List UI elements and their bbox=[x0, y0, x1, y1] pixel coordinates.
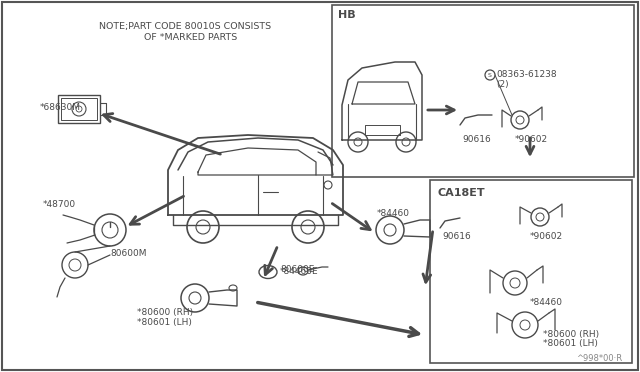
Text: *68630M: *68630M bbox=[40, 103, 81, 112]
Circle shape bbox=[510, 278, 520, 288]
Bar bbox=[332, 5, 634, 177]
Text: HB: HB bbox=[338, 10, 356, 20]
Circle shape bbox=[301, 220, 315, 234]
Text: 80600M: 80600M bbox=[110, 249, 147, 258]
Text: *80600 (RH): *80600 (RH) bbox=[543, 330, 599, 339]
Circle shape bbox=[292, 211, 324, 243]
Circle shape bbox=[354, 138, 362, 146]
Circle shape bbox=[531, 208, 549, 226]
Text: *84460E: *84460E bbox=[280, 267, 319, 276]
Text: *84460: *84460 bbox=[377, 209, 410, 218]
Circle shape bbox=[511, 111, 529, 129]
Bar bbox=[430, 180, 632, 363]
Text: *90602: *90602 bbox=[515, 135, 548, 144]
Text: *80601 (LH): *80601 (LH) bbox=[137, 318, 192, 327]
Circle shape bbox=[196, 220, 210, 234]
Text: 80600E: 80600E bbox=[280, 264, 314, 273]
Circle shape bbox=[396, 132, 416, 152]
Text: *90602: *90602 bbox=[530, 232, 563, 241]
Ellipse shape bbox=[229, 285, 237, 291]
Circle shape bbox=[187, 211, 219, 243]
Text: S: S bbox=[488, 73, 492, 77]
Circle shape bbox=[69, 259, 81, 271]
Circle shape bbox=[384, 224, 396, 236]
Circle shape bbox=[376, 216, 404, 244]
Circle shape bbox=[324, 181, 332, 189]
Text: 90616: 90616 bbox=[442, 232, 471, 241]
Bar bbox=[58, 95, 100, 123]
Text: 90616: 90616 bbox=[462, 135, 491, 144]
Circle shape bbox=[189, 292, 201, 304]
Text: OF *MARKED PARTS: OF *MARKED PARTS bbox=[132, 33, 237, 42]
Text: CA18ET: CA18ET bbox=[438, 188, 486, 198]
Circle shape bbox=[62, 252, 88, 278]
Text: *84460: *84460 bbox=[530, 298, 563, 307]
Ellipse shape bbox=[259, 266, 277, 279]
Text: *80600 (RH): *80600 (RH) bbox=[137, 308, 193, 317]
Circle shape bbox=[512, 312, 538, 338]
Circle shape bbox=[76, 106, 82, 112]
Text: *80601 (LH): *80601 (LH) bbox=[543, 339, 598, 348]
Bar bbox=[61, 98, 97, 120]
Circle shape bbox=[520, 320, 530, 330]
Circle shape bbox=[94, 214, 126, 246]
Text: ^998*00·R: ^998*00·R bbox=[576, 354, 622, 363]
Circle shape bbox=[72, 102, 86, 116]
Circle shape bbox=[516, 116, 524, 124]
Text: (2): (2) bbox=[496, 80, 509, 89]
Ellipse shape bbox=[298, 267, 308, 275]
Circle shape bbox=[348, 132, 368, 152]
Circle shape bbox=[402, 138, 410, 146]
Circle shape bbox=[485, 70, 495, 80]
Circle shape bbox=[536, 213, 544, 221]
Text: NOTE;PART CODE 80010S CONSISTS: NOTE;PART CODE 80010S CONSISTS bbox=[99, 22, 271, 31]
Circle shape bbox=[503, 271, 527, 295]
Text: *48700: *48700 bbox=[43, 200, 76, 209]
Circle shape bbox=[102, 222, 118, 238]
Circle shape bbox=[181, 284, 209, 312]
Text: 08363-61238: 08363-61238 bbox=[496, 70, 557, 79]
